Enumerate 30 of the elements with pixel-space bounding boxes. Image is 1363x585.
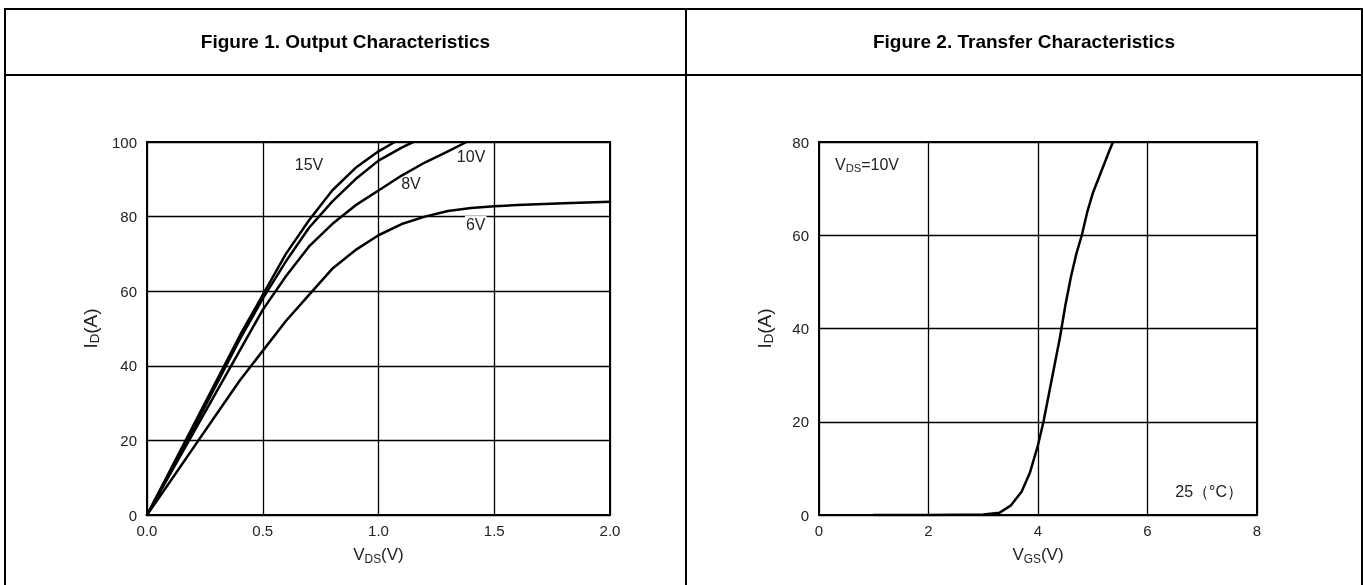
y-tick-label: 0 bbox=[128, 506, 137, 524]
x-tick-label: 6 bbox=[1143, 522, 1152, 539]
x-tick-label: 2 bbox=[924, 522, 933, 539]
y-tick-label: 40 bbox=[792, 320, 809, 337]
chart-title: Figure 2. Transfer Characteristics bbox=[687, 10, 1361, 76]
y-tick-label: 20 bbox=[792, 413, 809, 431]
x-tick-label: 1.5 bbox=[483, 522, 505, 539]
y-tick-label: 40 bbox=[120, 357, 137, 375]
y-tick-label: 0 bbox=[800, 506, 809, 524]
annotation: 25（°C） bbox=[1175, 482, 1243, 500]
x-tick-label: 2.0 bbox=[599, 522, 621, 539]
annotation: 10V bbox=[456, 148, 486, 166]
y-tick-label: 60 bbox=[120, 282, 137, 300]
x-tick-label: 1.0 bbox=[368, 522, 389, 539]
annotation: 6V bbox=[465, 215, 486, 233]
y-axis-title: ID(A) bbox=[79, 308, 103, 349]
x-tick-label: 0.0 bbox=[136, 522, 158, 539]
annotation: 8V bbox=[401, 174, 422, 192]
y-tick-label: 20 bbox=[120, 431, 137, 449]
chart-title: Figure 1. Output Characteristics bbox=[6, 10, 685, 76]
y-tick-label: 80 bbox=[120, 208, 137, 226]
annotation: 15V bbox=[294, 155, 324, 173]
x-tick-label: 8 bbox=[1252, 522, 1262, 539]
y-tick-label: 60 bbox=[792, 226, 809, 244]
y-tick-label: 100 bbox=[111, 133, 137, 151]
x-tick-label: 0.5 bbox=[252, 522, 274, 539]
y-axis-title: ID(A) bbox=[753, 308, 776, 349]
x-tick-label: 4 bbox=[1033, 522, 1043, 539]
x-tick-label: 0 bbox=[814, 522, 824, 539]
y-tick-label: 80 bbox=[792, 133, 809, 151]
